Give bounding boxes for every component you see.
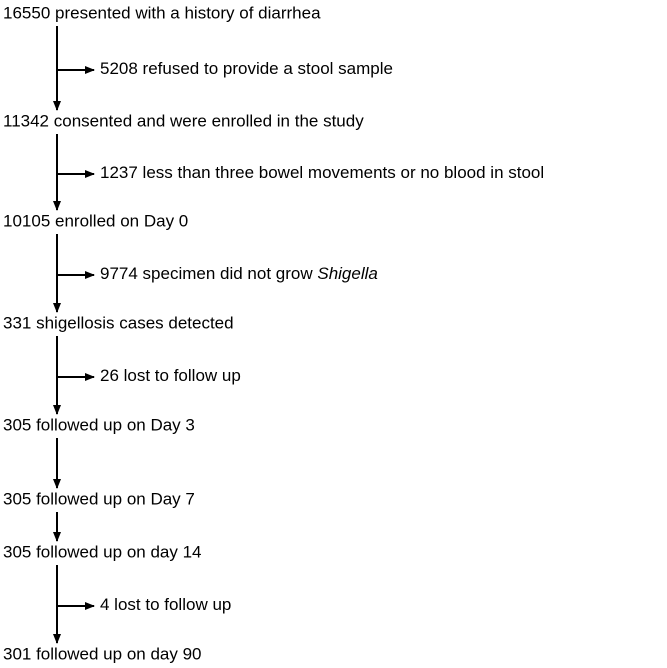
exclusion-text: 1237 less than three bowel movements or … [100, 163, 544, 182]
exclusion-text-part: 5208 refused to provide a stool sample [100, 59, 393, 78]
exclusion-text-part: 26 lost to follow up [100, 366, 241, 385]
exclusion-text-part: 4 lost to follow up [100, 595, 231, 614]
step-text: 305 followed up on Day 3 [3, 415, 195, 434]
exclusion-text-part: 9774 specimen did not grow [100, 264, 317, 283]
exclusion-text: 9774 specimen did not grow Shigella [100, 264, 378, 283]
exclusion-text: 5208 refused to provide a stool sample [100, 59, 393, 78]
step-text: 301 followed up on day 90 [3, 644, 202, 663]
step-text: 11342 consented and were enrolled in the… [3, 111, 364, 130]
step-text: 331 shigellosis cases detected [3, 313, 234, 332]
exclusion-text-part: 1237 less than three bowel movements or … [100, 163, 544, 182]
step-text: 305 followed up on Day 7 [3, 489, 195, 508]
exclusion-text-part: Shigella [317, 264, 378, 283]
exclusion-text: 26 lost to follow up [100, 366, 241, 385]
exclusion-text: 4 lost to follow up [100, 595, 231, 614]
step-text: 16550 presented with a history of diarrh… [3, 3, 321, 22]
step-text: 305 followed up on day 14 [3, 542, 202, 561]
step-text: 10105 enrolled on Day 0 [3, 211, 188, 230]
